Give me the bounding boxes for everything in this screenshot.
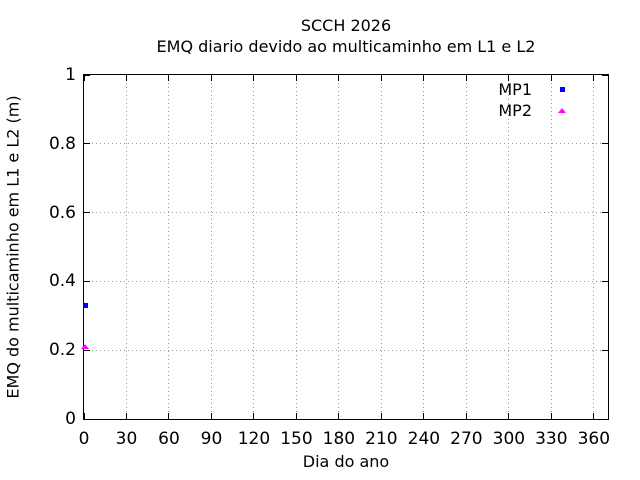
- data-point-mp1: [82, 302, 88, 308]
- x-tick-label: 360: [577, 429, 611, 449]
- mp1-marker-icon: [559, 87, 565, 92]
- x-tick-mark-top: [593, 75, 595, 81]
- y-tick-mark-right: [602, 143, 608, 145]
- x-tick-mark-top: [83, 75, 85, 81]
- x-tick-mark-top: [465, 75, 467, 81]
- x-tick-mark-top: [338, 75, 340, 81]
- x-tick-label: 330: [535, 429, 568, 449]
- y-tick-mark-left: [84, 143, 90, 145]
- y-tick-mark-left: [84, 74, 90, 76]
- gridline-vertical: [508, 75, 510, 419]
- gridline-vertical: [593, 75, 595, 419]
- x-axis-label: Dia do ano: [302, 452, 390, 471]
- x-tick-mark-top: [295, 75, 297, 81]
- y-tick-label: 0.8: [48, 133, 76, 154]
- x-tick-label: 300: [492, 429, 526, 449]
- y-tick-mark-right: [602, 74, 608, 76]
- gridline-horizontal: [84, 143, 608, 145]
- x-tick-mark-bottom: [125, 413, 127, 419]
- legend-row-mp1: MP1: [498, 79, 584, 100]
- x-tick-label: 240: [407, 429, 441, 449]
- x-tick-mark-top: [423, 75, 425, 81]
- x-tick-mark-bottom: [210, 413, 212, 419]
- x-tick-mark-bottom: [338, 413, 340, 419]
- x-tick-label: 210: [365, 429, 398, 449]
- x-tick-label: 60: [158, 429, 180, 449]
- y-tick-mark-right: [602, 212, 608, 214]
- x-tick-label: 30: [115, 429, 138, 449]
- gridline-horizontal: [84, 349, 608, 351]
- mp2-marker-icon: [558, 108, 566, 113]
- gridline-vertical: [210, 75, 212, 419]
- x-tick-label: 150: [280, 429, 313, 449]
- x-tick-mark-top: [253, 75, 255, 81]
- gridline-vertical: [338, 75, 340, 419]
- x-tick-mark-bottom: [465, 413, 467, 419]
- x-tick-mark-bottom: [253, 413, 255, 419]
- x-tick-label: 0: [78, 429, 90, 449]
- y-tick-mark-left: [84, 212, 90, 214]
- y-tick-mark-right: [602, 280, 608, 282]
- legend-label-mp2: MP2: [498, 101, 532, 120]
- x-tick-mark-bottom: [295, 413, 297, 419]
- x-tick-mark-bottom: [593, 413, 595, 419]
- y-tick-mark-left: [84, 280, 90, 282]
- x-tick-mark-top: [168, 75, 170, 81]
- y-tick-mark-left: [84, 349, 90, 351]
- y-tick-label: 1: [65, 65, 76, 85]
- x-tick-label: 90: [200, 429, 223, 449]
- gridline-vertical: [423, 75, 425, 419]
- y-tick-label: 0: [65, 409, 76, 429]
- gridline-vertical: [380, 75, 382, 419]
- y-tick-label: 0.6: [48, 202, 76, 223]
- y-tick-mark-right: [602, 418, 608, 420]
- legend-label-mp1: MP1: [498, 80, 532, 99]
- gridline-vertical: [125, 75, 127, 419]
- x-tick-label: 120: [237, 429, 271, 449]
- y-tick-mark-left: [84, 418, 90, 420]
- gridline-vertical: [550, 75, 552, 419]
- x-tick-label: 270: [450, 429, 483, 449]
- legend: MP1 MP2: [498, 79, 584, 121]
- data-point-mp2: [81, 344, 90, 350]
- legend-row-mp2: MP2: [498, 100, 584, 121]
- gridline-vertical: [465, 75, 467, 419]
- x-tick-mark-bottom: [550, 413, 552, 419]
- x-tick-mark-bottom: [380, 413, 382, 419]
- x-tick-mark-top: [550, 75, 552, 81]
- x-tick-mark-top: [380, 75, 382, 81]
- x-tick-label: 180: [322, 429, 356, 449]
- legend-marker-cell: [540, 108, 584, 113]
- x-tick-mark-bottom: [168, 413, 170, 419]
- gridline-vertical: [295, 75, 297, 419]
- x-tick-mark-top: [125, 75, 127, 81]
- chart-subtitle: EMQ diario devido ao multicaminho em L1 …: [156, 37, 536, 56]
- x-tick-mark-bottom: [423, 413, 425, 419]
- y-tick-label: 0.4: [48, 271, 76, 292]
- gridline-vertical: [253, 75, 255, 419]
- y-tick-label: 0.2: [48, 340, 76, 361]
- gridline-horizontal: [84, 280, 608, 282]
- x-tick-mark-top: [210, 75, 212, 81]
- y-axis-label: EMQ do multicaminho em L1 e L2 (m): [3, 95, 23, 399]
- x-tick-mark-top: [508, 75, 510, 81]
- y-tick-mark-right: [602, 349, 608, 351]
- gridline-horizontal: [84, 212, 608, 214]
- legend-marker-cell: [540, 87, 584, 92]
- plot-area: MP1 MP2 0 30 60 90 120 150 180 210 240 270 300 330 36…: [49, 65, 610, 449]
- gridline-vertical: [168, 75, 170, 419]
- x-tick-mark-bottom: [83, 413, 85, 419]
- chart-title: SCCH 2026: [300, 16, 392, 35]
- x-tick-mark-bottom: [508, 413, 510, 419]
